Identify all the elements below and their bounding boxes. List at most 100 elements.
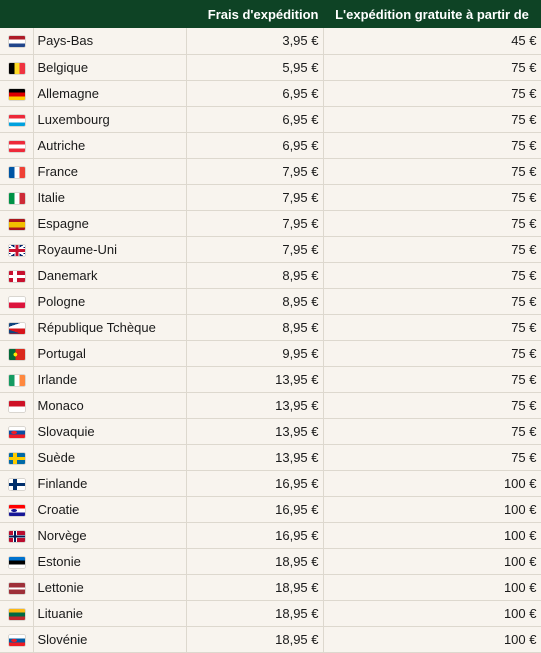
flag-ee-icon: [9, 556, 25, 568]
country-name: Lettonie: [33, 574, 187, 601]
table-row: Estonie 18,95 €100 €: [0, 547, 541, 575]
flag-cell: [0, 339, 34, 367]
free-shipping-threshold: 100 €: [323, 496, 541, 523]
flag-cell: [0, 392, 34, 419]
shipping-cost: 16,95 €: [186, 496, 324, 523]
flag-cell: [0, 236, 34, 263]
free-shipping-threshold: 75 €: [323, 444, 541, 471]
country-name: Monaco: [33, 392, 187, 419]
flag-cell: [0, 53, 34, 81]
flag-cell: [0, 132, 34, 159]
table-body: Pays-Bas 3,95 €45 € Belgique 5,95 €75 € Alle…: [0, 28, 541, 653]
shipping-cost: 16,95 €: [186, 469, 324, 497]
shipping-cost: 7,95 €: [186, 184, 324, 211]
flag-cell: [0, 600, 34, 627]
country-name: Luxembourg: [33, 106, 187, 133]
shipping-cost: 7,95 €: [186, 157, 324, 185]
flag-be-icon: [9, 62, 25, 74]
free-shipping-threshold: 100 €: [323, 626, 541, 653]
table-row: Lituanie 18,95 €100 €: [0, 600, 541, 627]
country-name: Suède: [33, 444, 187, 471]
shipping-cost: 5,95 €: [186, 53, 324, 81]
flag-cell: [0, 469, 34, 497]
shipping-cost: 6,95 €: [186, 79, 324, 107]
flag-cell: [0, 314, 34, 341]
flag-cell: [0, 496, 34, 523]
shipping-cost: 7,95 €: [186, 236, 324, 263]
table-row: Royaume-Uni 7,95 €75 €: [0, 236, 541, 263]
country-name: Belgique: [33, 53, 187, 81]
shipping-cost: 13,95 €: [186, 418, 324, 445]
shipping-cost: 8,95 €: [186, 261, 324, 289]
flag-cell: [0, 210, 34, 237]
flag-uk-icon: [9, 244, 25, 256]
country-name: Espagne: [33, 210, 187, 237]
table-row: Danemark 8,95 €75 €: [0, 261, 541, 289]
free-shipping-threshold: 100 €: [323, 522, 541, 549]
flag-cell: [0, 574, 34, 601]
flag-cell: [0, 79, 34, 107]
flag-cell: [0, 522, 34, 549]
shipping-cost: 18,95 €: [186, 574, 324, 601]
flag-fi-icon: [9, 478, 25, 490]
flag-cell: [0, 288, 34, 315]
flag-hr-icon: [9, 504, 25, 516]
country-name: Estonie: [33, 547, 187, 575]
shipping-cost: 13,95 €: [186, 365, 324, 393]
table-row: Allemagne 6,95 €75 €: [0, 79, 541, 107]
table-row: Belgique 5,95 €75 €: [0, 53, 541, 81]
free-shipping-threshold: 75 €: [323, 79, 541, 107]
free-shipping-header: L'expédition gratuite à partir de: [323, 0, 541, 28]
free-shipping-threshold: 75 €: [323, 314, 541, 341]
flag-no-icon: [9, 530, 25, 542]
table-row: Autriche 6,95 €75 €: [0, 132, 541, 159]
shipping-cost: 7,95 €: [186, 210, 324, 237]
free-shipping-threshold: 75 €: [323, 132, 541, 159]
shipping-cost: 6,95 €: [186, 132, 324, 159]
shipping-cost: 13,95 €: [186, 444, 324, 471]
country-name: France: [33, 157, 187, 185]
free-shipping-threshold: 75 €: [323, 288, 541, 315]
flag-column-header: [0, 0, 34, 28]
table-row: Luxembourg 6,95 €75 €: [0, 106, 541, 133]
shipping-cost-header: Frais d'expédition: [186, 0, 324, 28]
table-row: Suède 13,95 €75 €: [0, 444, 541, 471]
table-row: Irlande 13,95 €75 €: [0, 365, 541, 393]
flag-ie-icon: [9, 374, 25, 386]
country-name: Pays-Bas: [33, 28, 187, 55]
table-row: République Tchèque 8,95 €75 €: [0, 314, 541, 341]
shipping-cost: 9,95 €: [186, 339, 324, 367]
country-name: Allemagne: [33, 79, 187, 107]
table-row: France 7,95 €75 €: [0, 157, 541, 185]
flag-si-icon: [9, 634, 25, 646]
flag-at-icon: [9, 140, 25, 152]
free-shipping-threshold: 75 €: [323, 418, 541, 445]
table-header-row: Frais d'expédition L'expédition gratuite…: [0, 0, 541, 28]
free-shipping-threshold: 75 €: [323, 210, 541, 237]
country-name: Croatie: [33, 496, 187, 523]
table-row: Slovénie 18,95 €100 €: [0, 626, 541, 653]
flag-pl-icon: [9, 296, 25, 308]
free-shipping-threshold: 45 €: [323, 28, 541, 55]
country-name: Irlande: [33, 365, 187, 393]
country-name: Autriche: [33, 132, 187, 159]
table-row: Espagne 7,95 €75 €: [0, 210, 541, 237]
flag-dk-icon: [9, 270, 25, 282]
country-name: Pologne: [33, 288, 187, 315]
country-name: Italie: [33, 184, 187, 211]
flag-lu-icon: [9, 114, 25, 126]
country-name: Finlande: [33, 469, 187, 497]
flag-cell: [0, 547, 34, 575]
flag-fr-icon: [9, 166, 25, 178]
flag-pt-icon: [9, 348, 25, 360]
free-shipping-threshold: 75 €: [323, 392, 541, 419]
flag-cell: [0, 418, 34, 445]
flag-cell: [0, 184, 34, 211]
flag-lv-icon: [9, 582, 25, 594]
shipping-cost: 13,95 €: [186, 392, 324, 419]
flag-es-icon: [9, 218, 25, 230]
free-shipping-threshold: 75 €: [323, 261, 541, 289]
free-shipping-threshold: 100 €: [323, 547, 541, 575]
free-shipping-threshold: 75 €: [323, 236, 541, 263]
